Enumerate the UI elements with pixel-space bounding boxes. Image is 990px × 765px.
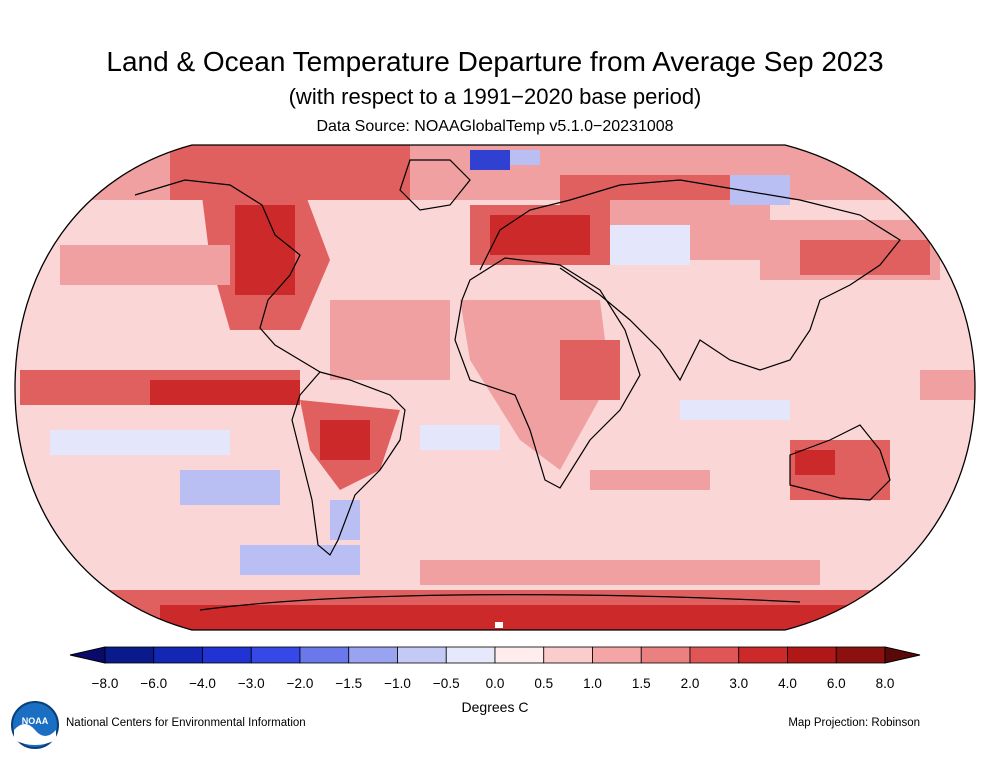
colorbar-tick-label: 2.0 [680,676,700,691]
colorbar-tick-label: −1.0 [384,676,411,691]
map-title: Land & Ocean Temperature Departure from … [106,46,884,77]
colorbar-cell [104,646,155,664]
colorbar-tick-label: 0.0 [485,676,505,691]
antarctica-coast [199,594,801,611]
coastlines [134,159,901,611]
colorbar-tick-label: 8.0 [875,676,895,691]
colorbar-cell [835,646,886,664]
colorbar-tick-label: 4.0 [778,676,797,691]
colorbar-tick-label: −6.0 [140,676,168,691]
colorbar-tick-label: 3.0 [729,676,749,691]
colorbar-cell [640,646,691,664]
colorbar-tick-label: −1.5 [335,676,363,691]
colorbar-tick-label: 1.0 [583,676,602,691]
colorbar-cell [202,646,252,664]
eurasia-coast [479,179,901,382]
colorbar-tick-label: −2.0 [286,676,314,691]
colorbar-tick-label: −3.0 [237,676,265,691]
map-frame [14,144,976,631]
projection-text: Map Projection: Robinson [788,717,920,729]
data-source: Data Source: NOAAGlobalTemp v5.1.0−20231… [316,118,674,135]
noaa-logo: NOAA [11,701,59,749]
africa-coast [454,257,641,489]
south-america-coast [291,371,406,556]
colorbar-tick-label: 0.5 [534,676,554,691]
north-america-coast [134,179,321,373]
colorbar-units: Degrees C [461,699,529,715]
colorbar-left-arrow [69,646,106,664]
colorbar-tick-label: −8.0 [91,676,119,691]
colorbar-tick-label: −0.5 [432,676,460,691]
colorbar-cell [738,646,788,664]
colorbar-cell [689,646,740,664]
credit-text: National Centers for Environmental Infor… [66,717,306,729]
greenland-coast [399,159,471,211]
australia-coast [789,424,891,501]
colorbar-tick-label: 1.5 [631,676,651,691]
colorbar-cell [543,646,593,664]
arctic-cold-cell [470,150,510,170]
colorbar-tick-label: 6.0 [826,676,846,691]
colorbar-tick-label: −4.0 [189,676,216,691]
colorbar-cell [445,646,496,664]
colorbar-cell [787,646,837,664]
colorbar-cell [592,646,642,664]
colorbar-cell [397,646,447,664]
colorbar-cell [250,646,301,664]
colorbar-cell [299,646,350,664]
colorbar-cell [348,646,398,664]
noaa-logo-text: NOAA [22,716,49,726]
anomaly-field [15,145,975,630]
colorbar-cell [153,646,203,664]
colorbar-cell [494,646,545,664]
colorbar-right-arrow [884,646,921,664]
map-subtitle: (with respect to a 1991−2020 base period… [288,84,702,109]
south-pacific-cool [180,470,280,505]
